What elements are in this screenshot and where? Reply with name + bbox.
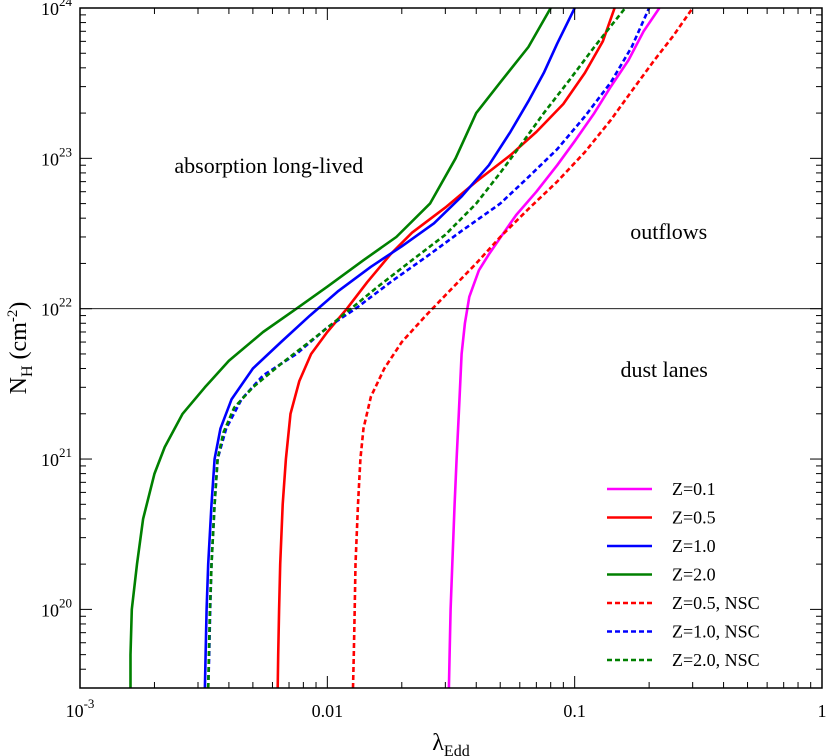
x-tick-label-0: 10-3: [66, 696, 95, 721]
series-line-1: [276, 8, 616, 688]
legend-label-0: Z=0.1: [672, 479, 716, 499]
x-tick-label-exponent: -3: [84, 696, 95, 711]
y-axis-title-subscript: H: [19, 365, 36, 377]
x-tick-label-1: 0.01: [312, 701, 344, 721]
legend-label-2: Z=1.0: [672, 536, 716, 556]
x-axis-title: λEdd: [432, 730, 469, 756]
legend-label-3: Z=2.0: [672, 565, 716, 585]
legend-label-6: Z=2.0, NSC: [672, 650, 760, 670]
series-line-4: [351, 8, 694, 688]
region-label-1: outflows: [630, 219, 707, 244]
y-tick-label-exponent: 20: [59, 595, 72, 610]
series-line-0: [447, 8, 661, 688]
y-tick-label-exponent: 22: [59, 295, 72, 310]
series-line-2: [203, 8, 576, 688]
y-axis-title-unit-close: ): [6, 302, 32, 310]
tick-layer: [79, 7, 822, 689]
y-tick-label-4: 1024: [41, 0, 73, 19]
legend-label-5: Z=1.0, NSC: [672, 622, 760, 642]
series-layer: [129, 8, 694, 688]
y-tick-label-1: 1021: [41, 445, 72, 470]
y-tick-label-base: 10: [41, 600, 59, 620]
y-tick-label-base: 10: [41, 450, 59, 470]
y-tick-label-exponent: 23: [59, 144, 72, 159]
x-axis-title-subscript: Edd: [444, 743, 470, 756]
y-axis-title-unit: (cm: [6, 322, 32, 360]
annotation-layer: absorption long-lived outflows dust lanes: [174, 153, 707, 382]
y-axis-title: NH (cm-2): [5, 302, 36, 395]
region-label-2: dust lanes: [620, 357, 707, 382]
legend: Z=0.1 Z=0.5 Z=1.0 Z=2.0 Z=0.5, NSC Z=1.0, NSC…: [607, 479, 760, 670]
plot-frame: [79, 7, 823, 689]
x-tick-label-base: 10: [66, 701, 84, 721]
x-tick-label-2: 0.1: [563, 701, 586, 721]
legend-label-1: Z=0.5: [672, 508, 716, 528]
y-tick-label-3: 1023: [41, 144, 72, 169]
y-tick-label-base: 10: [41, 300, 59, 320]
region-label-0: absorption long-lived: [174, 153, 363, 178]
y-tick-label-base: 10: [41, 149, 59, 169]
y-axis-title-unit-superscript: -2: [5, 310, 21, 323]
series-line-3: [129, 8, 552, 688]
y-tick-label-2: 1022: [41, 295, 72, 320]
y-tick-label-base: 10: [41, 0, 59, 19]
series-line-6: [206, 8, 627, 688]
x-tick-label-3: 1: [818, 701, 827, 721]
legend-label-4: Z=0.5, NSC: [672, 593, 760, 613]
y-tick-label-0: 1020: [41, 595, 72, 620]
y-tick-label-exponent: 24: [59, 0, 73, 9]
y-axis-title-symbol: N: [6, 377, 32, 394]
x-axis-title-symbol: λ: [432, 730, 444, 756]
y-tick-label-exponent: 21: [59, 445, 72, 460]
